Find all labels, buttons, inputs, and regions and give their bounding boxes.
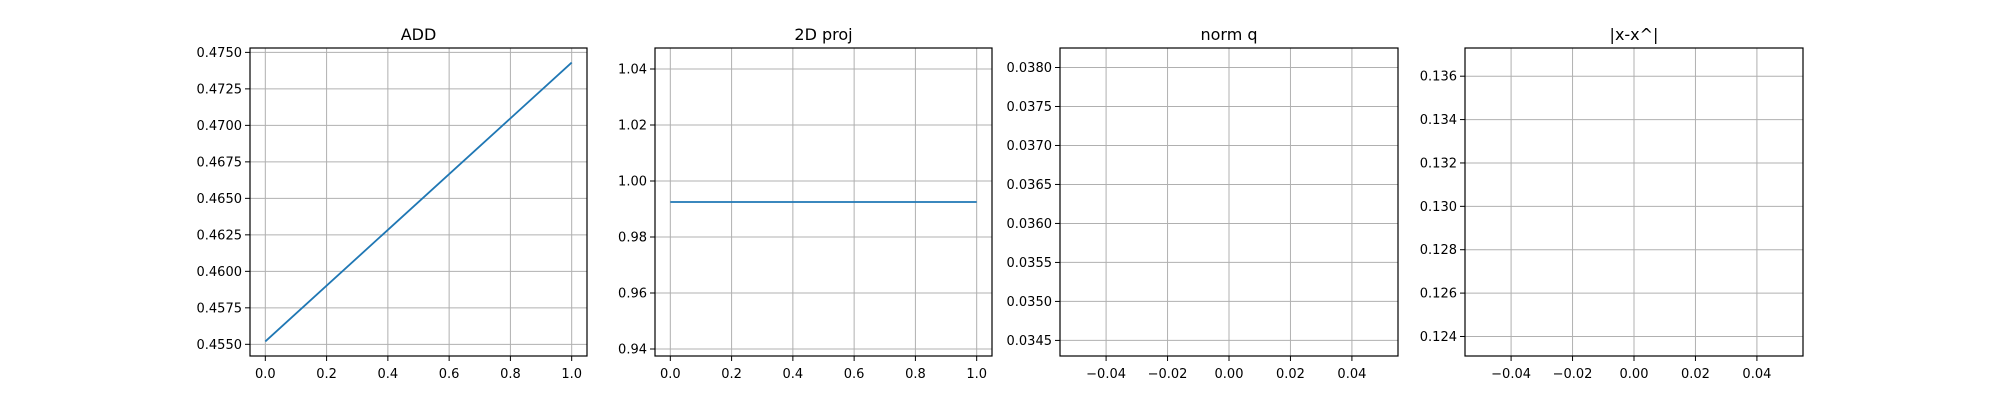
x-tick-label: 0.04	[1337, 367, 1366, 382]
y-tick-label: 0.4650	[197, 192, 243, 207]
y-tick-label: 0.0380	[1007, 61, 1053, 76]
x-tick-label: 0.6	[844, 367, 865, 382]
y-tick-label: 0.4675	[197, 155, 243, 170]
x-tick-label: 0.6	[439, 367, 460, 382]
subplot-title-2d-proj: 2D proj	[794, 25, 852, 44]
y-tick-label: 0.0365	[1007, 178, 1053, 193]
y-tick-label: 0.126	[1420, 287, 1457, 302]
y-tick-label: 0.0360	[1007, 217, 1053, 232]
y-tick-label: 0.4575	[197, 301, 243, 316]
x-tick-label: −0.02	[1553, 367, 1593, 382]
y-tick-label: 0.4725	[197, 82, 243, 97]
y-tick-label: 0.130	[1420, 200, 1457, 215]
axes-frame-add	[249, 47, 588, 357]
y-tick-label: 0.98	[618, 231, 647, 246]
y-tick-label: 0.0350	[1007, 295, 1053, 310]
y-tick-label: 1.00	[618, 175, 647, 190]
y-tick-label: 0.128	[1420, 243, 1457, 258]
x-tick-label: 0.2	[721, 367, 742, 382]
y-tick-label: 0.96	[618, 287, 647, 302]
y-tick-label: 0.124	[1420, 330, 1457, 345]
y-tick-label: 0.0345	[1007, 334, 1053, 349]
y-tick-label: 0.4625	[197, 228, 243, 243]
x-tick-label: 0.2	[316, 367, 337, 382]
x-tick-label: 0.0	[660, 367, 681, 382]
x-tick-label: 0.02	[1276, 367, 1305, 382]
y-tick-label: 0.134	[1420, 113, 1457, 128]
x-tick-label: 1.0	[561, 367, 582, 382]
series-line-add	[264, 61, 573, 343]
y-tick-label: 0.4700	[197, 119, 243, 134]
subplot-title-norm-q: norm q	[1200, 25, 1257, 44]
x-tick-label: −0.04	[1491, 367, 1531, 382]
x-tick-label: 0.8	[500, 367, 521, 382]
x-tick-label: 0.04	[1742, 367, 1771, 382]
x-tick-label: 1.0	[966, 367, 987, 382]
subplot-abs-error: −0.04 −0.02 0.00 0.02 0.04 0.124 0.126 0.128 0.1…	[1420, 25, 1804, 382]
x-tick-label: 0.8	[905, 367, 926, 382]
x-tick-label: 0.0	[255, 367, 276, 382]
x-tick-label: 0.4	[783, 367, 804, 382]
subplot-add: 0.0 0.2 0.4 0.6 0.8 1.0 0.4550 0.4575 0.4600 0.46…	[197, 25, 588, 382]
y-tick-label: 0.132	[1420, 156, 1457, 171]
y-tick-label: 0.4600	[197, 265, 243, 280]
x-tick-label: 0.02	[1681, 367, 1710, 382]
subplot-title-add: ADD	[401, 25, 437, 44]
y-tick-label: 0.0375	[1007, 100, 1053, 115]
x-tick-label: −0.02	[1148, 367, 1188, 382]
subplot-2d-proj: 0.0 0.2 0.4 0.6 0.8 1.0 0.94 0.96 0.98 1.00 1.02 1.…	[618, 25, 993, 382]
subplot-grid: 0.0 0.2 0.4 0.6 0.8 1.0 0.4550 0.4575 0.4600 0.46…	[197, 25, 1804, 382]
x-tick-label: −0.04	[1086, 367, 1126, 382]
subplot-title-abs-error: |x-x^|	[1610, 25, 1659, 44]
y-tick-label: 0.0355	[1007, 256, 1053, 271]
y-tick-label: 0.94	[618, 343, 647, 358]
y-tick-label: 0.0370	[1007, 139, 1053, 154]
y-tick-label: 0.4550	[197, 338, 243, 353]
axes-frame-2d-proj	[654, 47, 993, 357]
y-tick-label: 0.136	[1420, 70, 1457, 85]
x-tick-label: 0.00	[1620, 367, 1649, 382]
y-tick-label: 0.4750	[197, 46, 243, 61]
x-tick-label: 0.4	[378, 367, 399, 382]
subplot-norm-q: −0.04 −0.02 0.00 0.02 0.04 0.0345 0.0350 0.0355…	[1007, 25, 1399, 382]
y-tick-label: 1.02	[618, 119, 647, 134]
y-tick-label: 1.04	[618, 63, 647, 78]
x-tick-label: 0.00	[1215, 367, 1244, 382]
